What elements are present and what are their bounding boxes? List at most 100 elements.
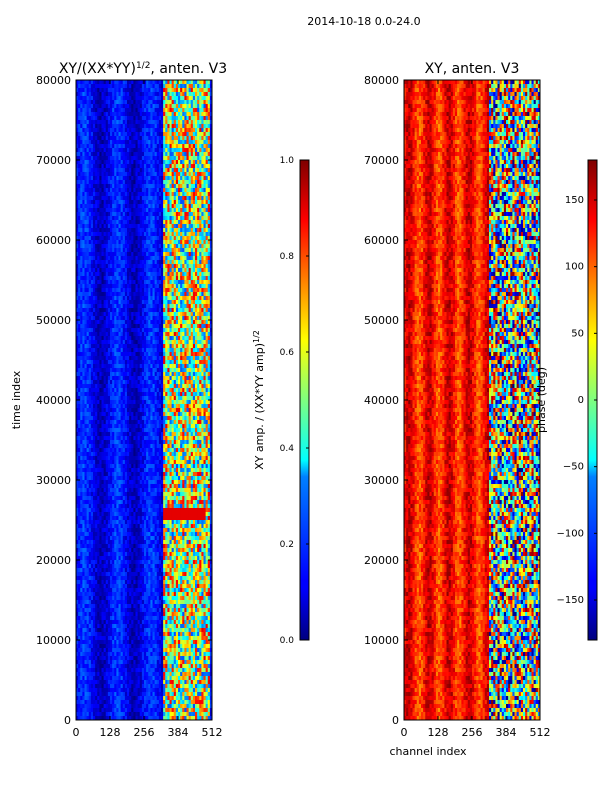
heatmap-cell [178, 136, 181, 141]
heatmap-cell [182, 128, 185, 133]
heatmap-cell [152, 260, 156, 265]
heatmap-cell [133, 276, 136, 281]
heatmap-cell [158, 144, 162, 149]
heatmap-cell [203, 136, 207, 141]
heatmap-cell [195, 200, 198, 205]
heatmap-cell [186, 308, 190, 313]
heatmap-cell [127, 152, 130, 157]
heatmap-cell [209, 224, 213, 229]
heatmap-cell [207, 108, 211, 113]
heatmap-cell [124, 300, 128, 305]
heatmap-cell [156, 240, 160, 245]
heatmap-cell [84, 300, 88, 305]
heatmap-cell [156, 316, 160, 321]
heatmap-cell [173, 168, 177, 173]
heatmap-cell [188, 128, 192, 133]
heatmap-cell [114, 232, 117, 237]
heatmap-cell [93, 328, 96, 333]
heatmap-cell [165, 256, 168, 261]
heatmap-cell [139, 216, 143, 221]
heatmap-cell [171, 104, 175, 109]
heatmap-cell [112, 232, 115, 237]
heatmap-cell [167, 160, 170, 165]
heatmap-cell [114, 248, 117, 253]
heatmap-cell [146, 164, 149, 169]
heatmap-cell [133, 128, 136, 133]
heatmap-cell [152, 168, 156, 173]
heatmap-cell [205, 300, 209, 305]
heatmap-cell [150, 124, 153, 129]
heatmap-cell [197, 236, 200, 241]
heatmap-cell [86, 268, 90, 273]
heatmap-cell [90, 240, 94, 245]
heatmap-cell [190, 264, 194, 269]
heatmap-cell [195, 288, 198, 293]
heatmap-cell [131, 116, 134, 121]
heatmap-cell [133, 204, 136, 209]
heatmap-cell [137, 320, 141, 325]
heatmap-cell [93, 260, 96, 265]
heatmap-cell [84, 160, 88, 165]
heatmap-cell [88, 320, 92, 325]
heatmap-cell [167, 304, 170, 309]
heatmap-cell [150, 276, 153, 281]
heatmap-cell [146, 108, 149, 113]
heatmap-cell [207, 124, 211, 129]
heatmap-cell [107, 260, 111, 265]
heatmap-cell [84, 244, 88, 249]
heatmap-cell [110, 188, 113, 193]
heatmap-cell [118, 324, 122, 329]
heatmap-cell [152, 128, 156, 133]
heatmap-cell [76, 264, 79, 269]
heatmap-cell [207, 184, 211, 189]
heatmap-cell [186, 200, 190, 205]
heatmap-cell [173, 292, 177, 297]
heatmap-cell [186, 304, 190, 309]
heatmap-cell [124, 280, 128, 285]
heatmap-cell [114, 104, 117, 109]
heatmap-cell [76, 120, 79, 125]
heatmap-cell [186, 184, 190, 189]
heatmap-cell [80, 276, 83, 281]
heatmap-cell [144, 328, 147, 333]
heatmap-cell [203, 84, 207, 89]
heatmap-cell [150, 88, 153, 93]
heatmap-cell [141, 156, 145, 161]
heatmap-cell [190, 268, 194, 273]
heatmap-cell [110, 252, 113, 257]
heatmap-cell [80, 220, 83, 225]
heatmap-cell [116, 244, 119, 249]
heatmap-cell [122, 144, 126, 149]
heatmap-cell [120, 316, 124, 321]
heatmap-cell [163, 160, 166, 165]
heatmap-cell [150, 164, 153, 169]
heatmap-cell [99, 312, 102, 317]
heatmap-cell [90, 244, 94, 249]
heatmap-cell [78, 184, 81, 189]
heatmap-cell [112, 196, 115, 201]
heatmap-cell [97, 176, 100, 181]
heatmap-cell [148, 280, 151, 285]
heatmap-cell [182, 208, 185, 213]
heatmap-cell [209, 140, 213, 145]
heatmap-cell [78, 292, 81, 297]
heatmap-cell [88, 248, 92, 253]
heatmap-cell [114, 244, 117, 249]
heatmap-cell [95, 300, 98, 305]
heatmap-cell [192, 148, 196, 153]
heatmap-cell [156, 184, 160, 189]
heatmap-cell [127, 136, 130, 141]
heatmap-cell [182, 200, 185, 205]
heatmap-cell [165, 144, 168, 149]
heatmap-cell [101, 244, 105, 249]
heatmap-cell [161, 152, 164, 157]
heatmap-cell [154, 236, 158, 241]
heatmap-cell [114, 312, 117, 317]
heatmap-cell [156, 196, 160, 201]
heatmap-cell [148, 92, 151, 97]
heatmap-cell [178, 92, 181, 97]
heatmap-cell [88, 212, 92, 217]
heatmap-cell [120, 300, 124, 305]
heatmap-cell [201, 92, 204, 97]
heatmap-cell [173, 80, 177, 85]
